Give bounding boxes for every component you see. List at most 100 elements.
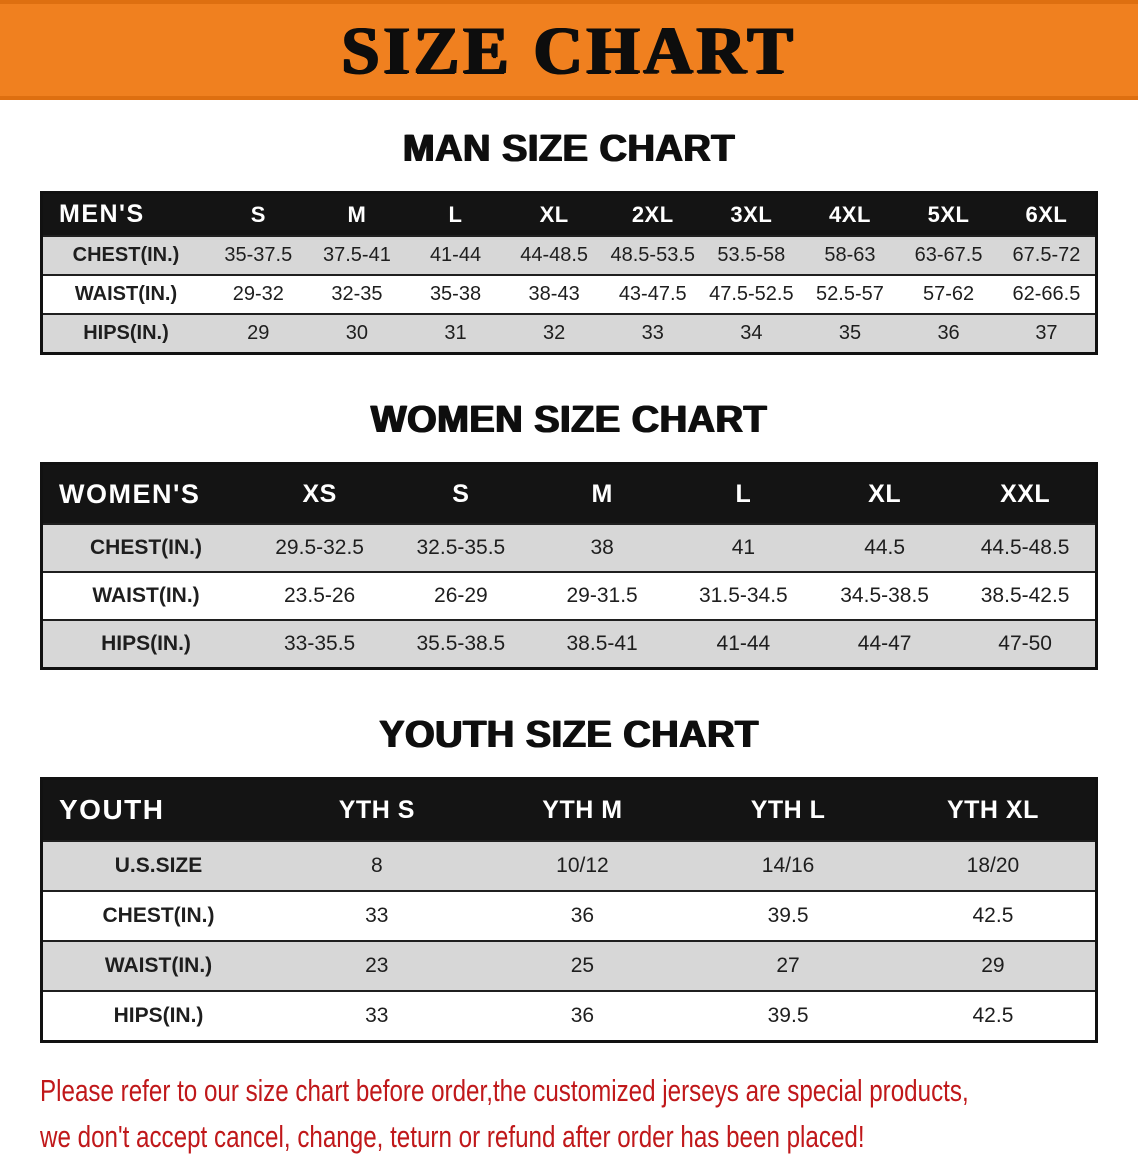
value-cell: 23.5-26 bbox=[249, 571, 391, 620]
value-cell: 36 bbox=[479, 890, 686, 941]
table-row: U.S.SIZE 8 10/12 14/16 18/20 bbox=[41, 840, 1097, 891]
table-row: WAIST(IN.) 23.5-26 26-29 29-31.5 31.5-34.5 34… bbox=[41, 571, 1097, 620]
value-cell: 47-50 bbox=[955, 619, 1097, 669]
row-label-cell: HIPS(IN.) bbox=[41, 990, 274, 1042]
value-cell: 37 bbox=[997, 313, 1097, 354]
value-cell: 34.5-38.5 bbox=[814, 571, 956, 620]
value-cell: 38 bbox=[531, 523, 673, 572]
value-cell: 41 bbox=[672, 523, 814, 572]
value-cell: 44-48.5 bbox=[504, 235, 604, 275]
value-cell: 23 bbox=[274, 940, 480, 991]
table-row: WAIST(IN.) 23 25 27 29 bbox=[41, 940, 1097, 991]
value-cell: 33 bbox=[603, 313, 703, 354]
table-header-row: MEN'S S M L XL 2XL 3XL 4XL 5XL 6XL bbox=[41, 192, 1097, 236]
value-cell: 44.5-48.5 bbox=[955, 523, 1097, 572]
value-cell: 37.5-41 bbox=[307, 235, 407, 275]
table-row: HIPS(IN.) 33 36 39.5 42.5 bbox=[41, 990, 1097, 1042]
table-title-cell: YOUTH bbox=[41, 778, 274, 841]
value-cell: 35-37.5 bbox=[209, 235, 308, 275]
size-header-cell: 2XL bbox=[603, 192, 703, 236]
value-cell: 29-31.5 bbox=[531, 571, 673, 620]
table-row: HIPS(IN.) 33-35.5 35.5-38.5 38.5-41 41-44 44-… bbox=[41, 619, 1097, 669]
value-cell: 41-44 bbox=[406, 235, 505, 275]
banner-title: SIZE CHART bbox=[341, 11, 797, 88]
value-cell: 44.5 bbox=[814, 523, 956, 572]
row-label-cell: WAIST(IN.) bbox=[41, 274, 209, 314]
value-cell: 32-35 bbox=[307, 274, 407, 314]
man-size-chart-heading: MAN SIZE CHART bbox=[402, 128, 736, 170]
row-label-cell: HIPS(IN.) bbox=[41, 619, 249, 669]
value-cell: 38-43 bbox=[504, 274, 604, 314]
value-cell: 38.5-41 bbox=[531, 619, 673, 669]
value-cell: 26-29 bbox=[390, 571, 532, 620]
youth-size-chart-heading: YOUTH SIZE CHART bbox=[379, 714, 759, 756]
size-header-cell: 3XL bbox=[702, 192, 801, 236]
value-cell: 62-66.5 bbox=[997, 274, 1097, 314]
size-chart-banner: SIZE CHART bbox=[0, 0, 1138, 100]
value-cell: 33-35.5 bbox=[249, 619, 391, 669]
value-cell: 41-44 bbox=[672, 619, 814, 669]
size-header-cell: 4XL bbox=[800, 192, 900, 236]
table-row: CHEST(IN.) 29.5-32.5 32.5-35.5 38 41 44.5 44.5… bbox=[41, 523, 1097, 572]
disclaimer-line-1: Please refer to our size chart before or… bbox=[40, 1073, 969, 1108]
value-cell: 25 bbox=[479, 940, 686, 991]
size-header-cell: XL bbox=[504, 192, 604, 236]
value-cell: 29-32 bbox=[209, 274, 308, 314]
value-cell: 27 bbox=[685, 940, 891, 991]
size-header-cell: M bbox=[531, 463, 673, 524]
value-cell: 32.5-35.5 bbox=[390, 523, 532, 572]
value-cell: 63-67.5 bbox=[899, 235, 998, 275]
table-header-row: WOMEN'S XS S M L XL XXL bbox=[41, 463, 1097, 524]
disclaimer: Please refer to our size chart before or… bbox=[40, 1071, 1138, 1156]
value-cell: 39.5 bbox=[685, 890, 891, 941]
size-header-cell: L bbox=[406, 192, 505, 236]
table-title-cell: MEN'S bbox=[41, 192, 209, 236]
size-header-cell: 5XL bbox=[899, 192, 998, 236]
value-cell: 29 bbox=[890, 940, 1097, 991]
value-cell: 33 bbox=[274, 990, 480, 1042]
row-label-cell: CHEST(IN.) bbox=[41, 235, 209, 275]
value-cell: 18/20 bbox=[890, 840, 1097, 891]
value-cell: 48.5-53.5 bbox=[603, 235, 703, 275]
size-header-cell: YTH XL bbox=[890, 778, 1097, 841]
youth-size-chart-section: YOUTH SIZE CHART YOUTH YTH S YTH M YTH L YTH… bbox=[0, 714, 1138, 1043]
size-header-cell: S bbox=[209, 192, 308, 236]
table-row: CHEST(IN.) 35-37.5 37.5-41 41-44 44-48.5 48.5… bbox=[41, 235, 1097, 275]
row-label-cell: CHEST(IN.) bbox=[41, 523, 249, 572]
table-title-cell: WOMEN'S bbox=[41, 463, 249, 524]
value-cell: 38.5-42.5 bbox=[955, 571, 1097, 620]
disclaimer-line-2: we don't accept cancel, change, teturn o… bbox=[40, 1119, 865, 1155]
size-header-cell: YTH M bbox=[479, 778, 686, 841]
value-cell: 35.5-38.5 bbox=[390, 619, 532, 669]
value-cell: 32 bbox=[504, 313, 604, 354]
youth-size-table: YOUTH YTH S YTH M YTH L YTH XL U.S.SIZE 8 10/12… bbox=[40, 777, 1098, 1043]
value-cell: 29.5-32.5 bbox=[249, 523, 391, 572]
table-row: HIPS(IN.) 29 30 31 32 33 34 35 36 37 bbox=[41, 313, 1097, 354]
value-cell: 42.5 bbox=[890, 890, 1097, 941]
row-label-cell: CHEST(IN.) bbox=[41, 890, 274, 941]
size-header-cell: S bbox=[390, 463, 532, 524]
value-cell: 39.5 bbox=[685, 990, 891, 1042]
size-header-cell: 6XL bbox=[997, 192, 1097, 236]
size-header-cell: YTH L bbox=[685, 778, 891, 841]
table-header-row: YOUTH YTH S YTH M YTH L YTH XL bbox=[41, 778, 1097, 841]
value-cell: 31.5-34.5 bbox=[672, 571, 814, 620]
value-cell: 36 bbox=[899, 313, 998, 354]
row-label-cell: WAIST(IN.) bbox=[41, 571, 249, 620]
table-row: WAIST(IN.) 29-32 32-35 35-38 38-43 43-47.5 47.… bbox=[41, 274, 1097, 314]
value-cell: 33 bbox=[274, 890, 480, 941]
value-cell: 53.5-58 bbox=[702, 235, 801, 275]
table-row: CHEST(IN.) 33 36 39.5 42.5 bbox=[41, 890, 1097, 941]
value-cell: 10/12 bbox=[479, 840, 686, 891]
value-cell: 44-47 bbox=[814, 619, 956, 669]
value-cell: 36 bbox=[479, 990, 686, 1042]
value-cell: 14/16 bbox=[685, 840, 891, 891]
value-cell: 67.5-72 bbox=[997, 235, 1097, 275]
value-cell: 35-38 bbox=[406, 274, 505, 314]
row-label-cell: WAIST(IN.) bbox=[41, 940, 274, 991]
value-cell: 8 bbox=[274, 840, 480, 891]
women-size-chart-section: WOMEN SIZE CHART WOMEN'S XS S M L XL XXL CHEST(… bbox=[0, 399, 1138, 670]
value-cell: 42.5 bbox=[890, 990, 1097, 1042]
value-cell: 43-47.5 bbox=[603, 274, 703, 314]
